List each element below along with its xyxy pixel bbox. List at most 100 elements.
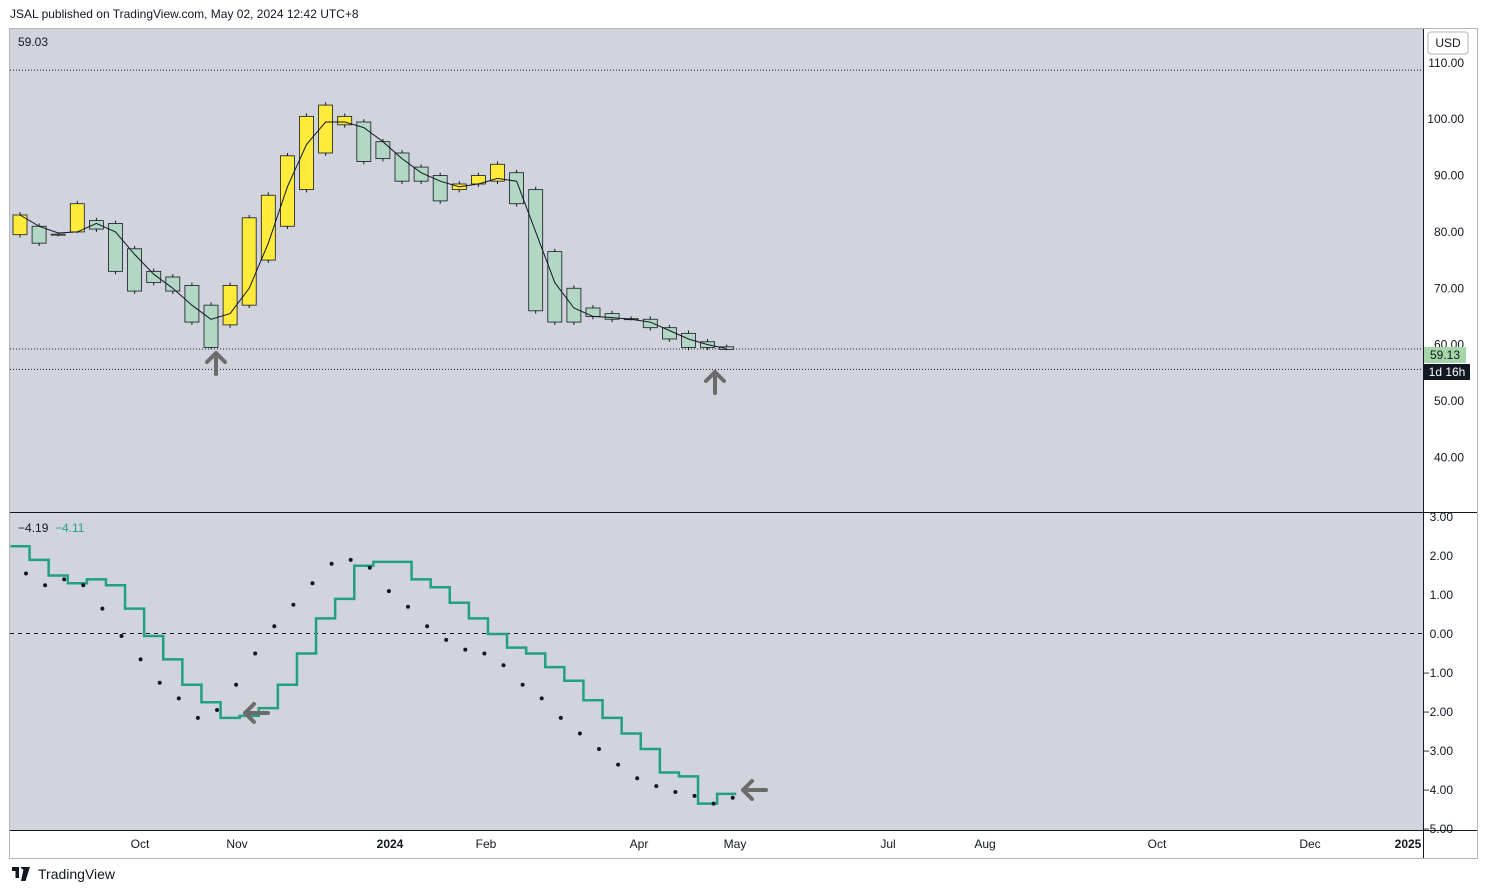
candle-body: [108, 223, 123, 272]
candle-body: [585, 307, 601, 317]
price-pane[interactable]: [10, 29, 1423, 512]
signal-dot: [654, 784, 659, 789]
time-tick-label: Nov: [226, 837, 247, 851]
oscillator-tick-label: 1.00: [1430, 588, 1454, 602]
candle-body: [662, 327, 677, 340]
signal-dot: [157, 680, 162, 685]
oscillator-tick-label: −3.00: [1423, 744, 1454, 758]
candle-body: [394, 152, 410, 182]
arrow-left-icon: [243, 702, 270, 724]
signal-dots: [24, 557, 735, 806]
candle-body: [528, 189, 544, 312]
candle-body: [642, 318, 658, 329]
oscillator-readout-1: −4.19: [18, 521, 49, 535]
moving-average-line: [19, 121, 727, 350]
price-tick-label: 80.00: [1434, 225, 1464, 239]
candle-body: [165, 276, 181, 292]
oscillator-tick-label: −5.00: [1423, 822, 1454, 836]
oscillator-tick-label: −4.00: [1423, 783, 1454, 797]
oscillator-tick-label: 3.00: [1430, 510, 1454, 524]
currency-button[interactable]: [1427, 31, 1469, 55]
candle-body: [146, 270, 162, 284]
chart-frame: [9, 28, 1478, 859]
signal-dot: [520, 682, 525, 687]
candle-body: [681, 332, 696, 348]
signal-dot: [539, 696, 544, 701]
current-price-label: 59.13: [1430, 348, 1460, 362]
candle-body: [279, 155, 295, 227]
time-tick-label: 2024: [377, 837, 404, 851]
candle-body: [547, 251, 563, 323]
signal-dot: [310, 581, 315, 586]
signal-dot: [482, 651, 487, 656]
signal-dot: [444, 637, 449, 642]
candle-body: [509, 172, 525, 205]
currency-label: USD: [1435, 36, 1461, 50]
oscillator-tick-label: 2.00: [1430, 549, 1454, 563]
candle-body: [184, 285, 200, 323]
time-tick-label: May: [724, 837, 747, 851]
candle-body: [299, 115, 314, 191]
time-tick-label: Jul: [880, 837, 895, 851]
candle-body: [490, 163, 505, 182]
candle-body: [127, 248, 142, 292]
footer-brand-text: TradingView: [38, 866, 116, 882]
indicator-pane[interactable]: [10, 513, 1423, 830]
signal-dot: [329, 561, 334, 566]
candle-body: [318, 104, 334, 154]
signal-dot: [425, 624, 430, 629]
candle-body: [31, 225, 47, 244]
footer-brand[interactable]: TradingView: [10, 866, 115, 882]
price-tick-label: 70.00: [1434, 281, 1464, 295]
arrow-up-icon: [205, 351, 227, 376]
current-price-label-bg: [1424, 347, 1466, 363]
signal-dot: [577, 731, 582, 736]
candle-body: [203, 304, 219, 348]
signal-dot: [100, 606, 105, 611]
price-tick-label: 50.00: [1434, 394, 1464, 408]
candle-body: [566, 287, 582, 323]
time-tick-label: Dec: [1299, 837, 1320, 851]
oscillator-tick-label: −2.00: [1423, 705, 1454, 719]
tradingview-logo-icon: [12, 867, 30, 881]
signal-dot: [616, 762, 621, 767]
signal-dot: [195, 715, 200, 720]
time-axis[interactable]: Oct Nov 2024 Feb Apr May Jul Aug Oct Dec 2025: [131, 837, 1422, 851]
signal-dot: [24, 571, 28, 576]
candle-body: [12, 214, 28, 236]
price-axis[interactable]: 110.00100.0090.0080.0070.0060.0050.0040.…: [1427, 56, 1464, 465]
time-tick-label: Aug: [974, 837, 995, 851]
signal-dot: [597, 747, 601, 752]
signal-dot: [234, 682, 239, 687]
time-tick-label: Oct: [131, 837, 150, 851]
signal-dot: [558, 715, 563, 720]
oscillator-tick-label: −1.00: [1423, 666, 1454, 680]
signal-dot: [62, 577, 67, 582]
candle-body: [604, 313, 620, 320]
signal-dot: [138, 657, 143, 662]
signal-dot: [272, 624, 277, 629]
signal-dot: [673, 789, 678, 794]
oscillator-line: [10, 545, 737, 805]
price-readout: 59.03: [18, 35, 48, 49]
candle-body: [222, 285, 238, 326]
arrow-up-icon: [704, 370, 726, 395]
countdown-label: 1d 16h: [1429, 365, 1466, 379]
signal-dot: [253, 651, 258, 656]
signal-dot: [119, 633, 124, 638]
arrow-left-icon: [741, 779, 768, 801]
candle-body: [241, 217, 257, 306]
signal-dot: [692, 793, 697, 798]
signal-dot: [367, 565, 372, 570]
oscillator-axis[interactable]: 3.00 2.00 1.00 0.00 −1.00 −2.00 −3.00 −4.00 −5.0…: [1423, 510, 1454, 836]
signal-dot: [635, 776, 640, 781]
price-tick-label: 110.00: [1428, 56, 1464, 70]
signal-dot: [81, 583, 86, 588]
signal-dot: [43, 583, 48, 588]
signal-dot: [501, 663, 506, 668]
countdown-label-bg: [1424, 364, 1470, 380]
signal-dot: [711, 801, 716, 806]
signal-dot: [348, 557, 353, 562]
candle-body: [69, 203, 85, 233]
